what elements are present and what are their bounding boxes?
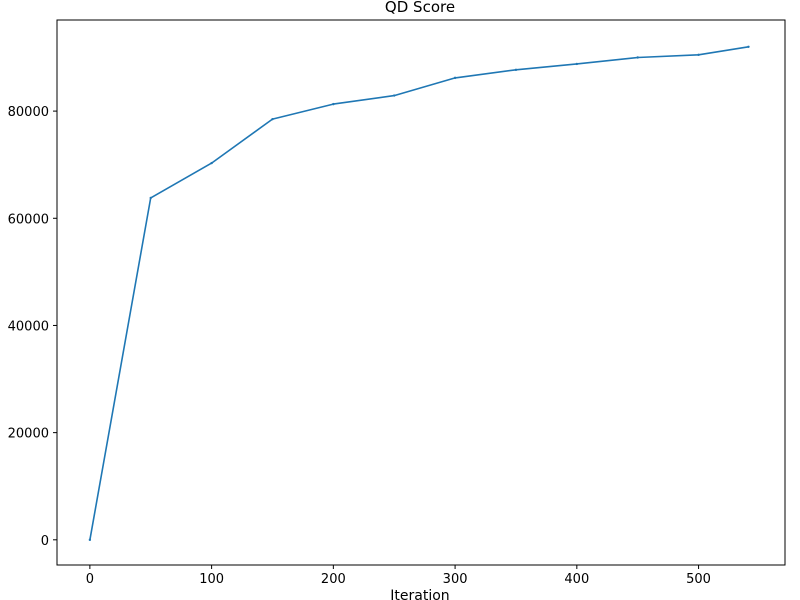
x-tick-label: 0	[86, 572, 94, 587]
x-tick-label: 200	[321, 572, 346, 587]
y-tick-label: 0	[41, 534, 49, 549]
x-tick-label: 400	[564, 572, 589, 587]
data-point	[332, 102, 335, 106]
x-tick-label: 300	[443, 572, 468, 587]
x-tick-label: 500	[686, 572, 711, 587]
data-point	[747, 45, 750, 48]
y-tick-label: 20000	[8, 427, 49, 442]
data-point	[271, 117, 274, 121]
data-point	[210, 161, 213, 165]
chart-title: QD Score	[385, 0, 455, 16]
y-tick-label: 60000	[8, 212, 49, 227]
data-point	[453, 76, 457, 80]
plot-frame	[56, 19, 786, 566]
data-point	[636, 56, 639, 59]
data-point	[514, 68, 518, 72]
plot-area: 0 100 200 300 400 500 0 20000 40000 60000 80000	[8, 45, 750, 587]
data-point	[393, 94, 396, 97]
data-point	[697, 53, 700, 57]
data-point	[149, 196, 152, 200]
x-axis-label: Iteration	[390, 588, 449, 600]
qd-score-line	[89, 46, 749, 540]
data-point	[575, 62, 579, 66]
y-tick-label: 80000	[8, 105, 49, 120]
data-point	[88, 538, 92, 542]
y-tick-label: 40000	[8, 319, 49, 334]
x-tick-label: 100	[199, 572, 224, 587]
